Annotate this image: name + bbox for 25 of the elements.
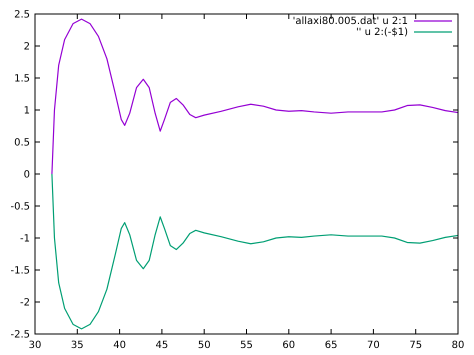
x-tick-label: 35: [70, 340, 84, 351]
legend-label: '' u 2:(-$1): [356, 27, 408, 38]
x-tick-label: 50: [198, 340, 211, 351]
y-tick-label: 0: [24, 170, 30, 180]
y-tick-label: -0.5: [10, 202, 30, 212]
legend-label: 'allaxi80.005.dat' u 2:1: [292, 16, 408, 27]
x-tick-label: 65: [324, 340, 338, 351]
x-tick-label: 60: [282, 340, 296, 351]
x-tick-label: 55: [240, 340, 253, 351]
y-tick-label: 1: [24, 106, 30, 116]
y-tick-label: 2.5: [14, 10, 30, 20]
y-tick-label: 2: [24, 42, 30, 52]
y-tick-label: -2.5: [10, 330, 30, 340]
y-tick-label: -1: [20, 234, 30, 244]
y-tick-label: -2: [20, 298, 30, 308]
y-tick-label: -1.5: [10, 266, 30, 276]
x-tick-label: 45: [156, 340, 168, 351]
line-series: [51, 173, 459, 330]
x-tick-label: 30: [28, 340, 42, 351]
y-tick-label: 1.5: [14, 74, 30, 84]
x-tick-label: 75: [409, 340, 422, 351]
x-tick-label: 40: [113, 340, 126, 351]
y-tick-label: 0.5: [14, 138, 30, 148]
x-tick-label: 70: [367, 340, 380, 351]
x-tick-label: 80: [452, 340, 464, 351]
